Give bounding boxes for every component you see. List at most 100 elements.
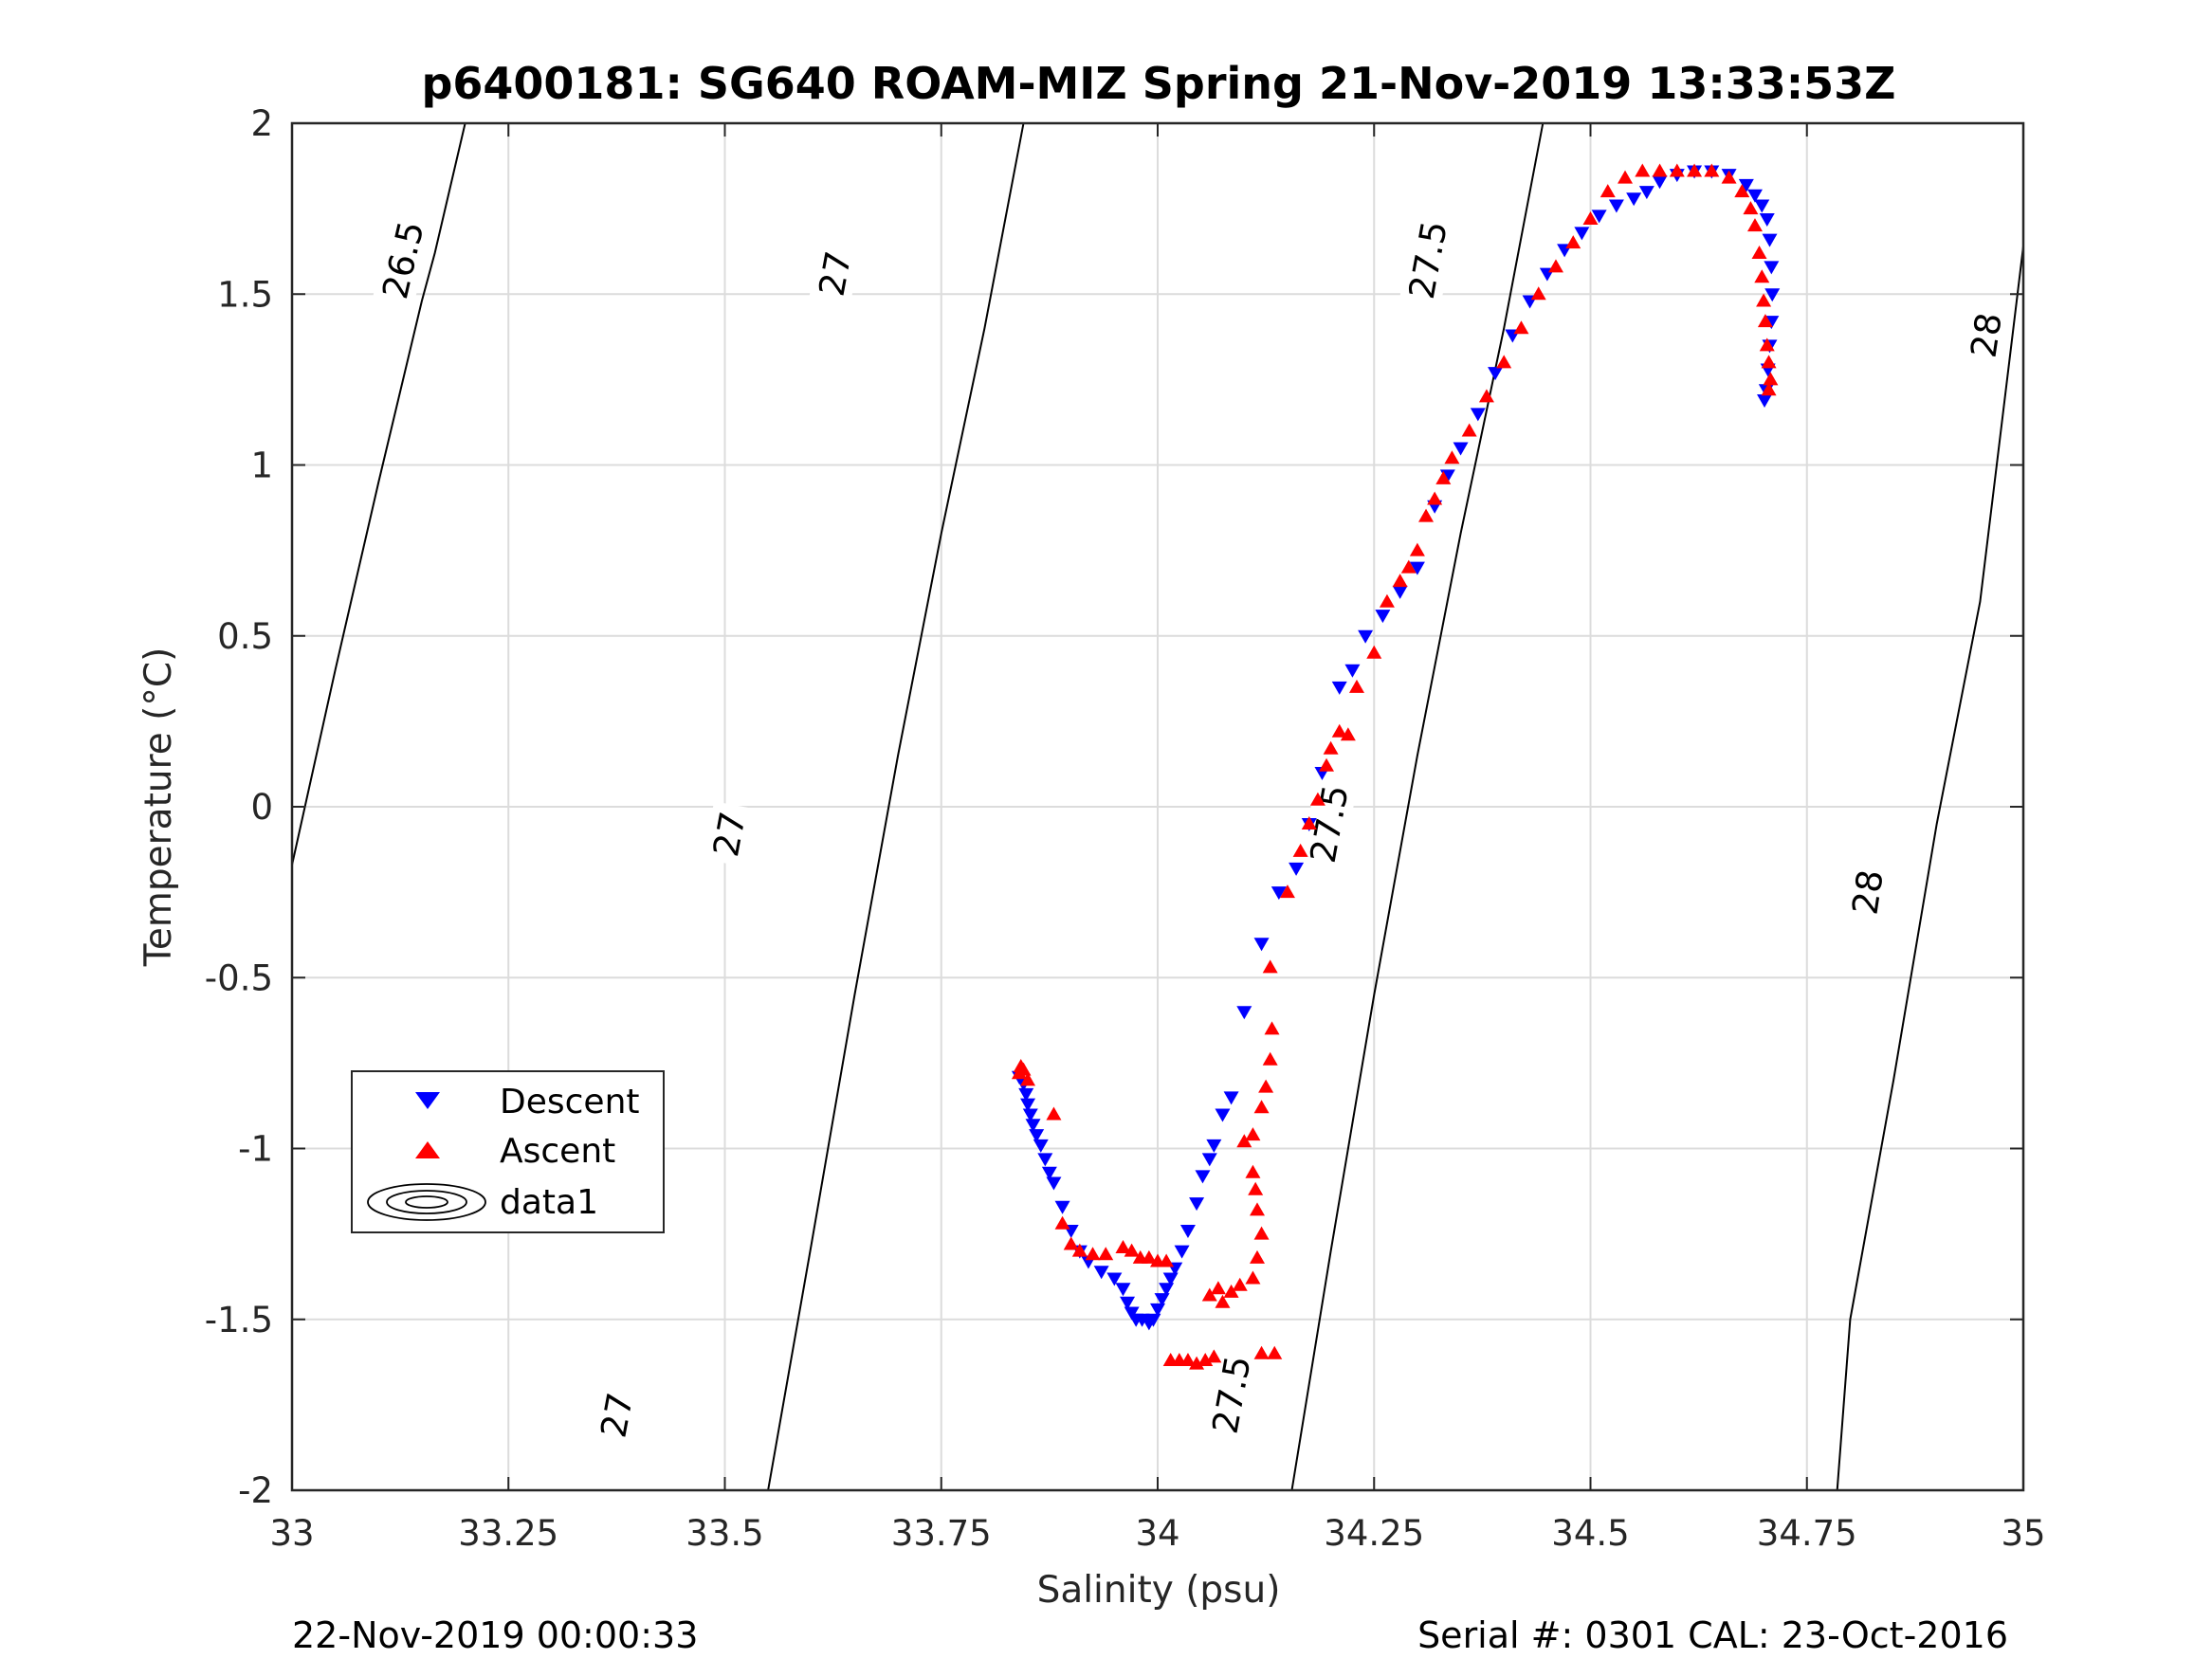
ascent-point: [1348, 679, 1364, 693]
descent-point: [1626, 192, 1642, 207]
descent-point: [1488, 367, 1504, 381]
descent-point: [1054, 1200, 1070, 1214]
contour-label-background: [591, 1382, 643, 1449]
ascent-point: [1759, 337, 1775, 352]
ascent-point: [1071, 1243, 1088, 1257]
descent-point: [1046, 1176, 1062, 1191]
series-ascent: [1011, 163, 1779, 1370]
descent-point: [1574, 227, 1590, 241]
ascent-point: [1669, 163, 1685, 177]
y-tick-label: -2: [238, 1470, 273, 1511]
contour-label-text: 27: [705, 809, 754, 860]
ascent-point: [1392, 574, 1408, 588]
y-axis-label: Temperature (°C): [137, 647, 180, 968]
ascent-point: [1124, 1243, 1140, 1257]
contour-label-background: [1842, 860, 1893, 925]
ascent-point: [1249, 1202, 1265, 1216]
ascent-point: [1248, 1181, 1264, 1195]
x-tick-label: 35: [2001, 1513, 2045, 1554]
descent-point: [1392, 585, 1408, 599]
ascent-point: [1197, 1353, 1214, 1367]
y-tick-label: -0.5: [205, 957, 273, 998]
x-tick-label: 34.75: [1757, 1513, 1857, 1554]
ascent-point: [1258, 1079, 1274, 1093]
ascent-point: [1618, 170, 1634, 184]
ascent-point: [1687, 163, 1703, 177]
ascent-point: [1513, 320, 1529, 335]
descent-point: [1757, 394, 1773, 409]
ascent-point: [1279, 884, 1295, 899]
ascent-point: [1340, 727, 1356, 741]
legend-descent-marker: [415, 1092, 440, 1109]
legend: Descent Ascent data1: [351, 1070, 665, 1233]
ascent-point: [1751, 245, 1767, 259]
contour-label-text: 27: [812, 248, 860, 300]
x-tick-label: 33.75: [891, 1513, 992, 1554]
ascent-point: [1206, 1349, 1222, 1363]
ascent-point: [1098, 1247, 1114, 1261]
y-tick-label: -1.5: [205, 1300, 273, 1340]
x-tick-label: 34.25: [1324, 1513, 1424, 1554]
descent-point: [1206, 1139, 1222, 1153]
ascent-point: [1223, 1284, 1239, 1298]
descent-point: [1037, 1153, 1053, 1167]
ascent-point: [1743, 201, 1759, 215]
y-tick-label: 0.5: [217, 616, 273, 657]
contour-label-background: [1299, 768, 1360, 880]
y-tick-label: 2: [250, 103, 273, 144]
footer-serial-cal: Serial #: 0301 CAL: 23-Oct-2016: [1417, 1614, 2008, 1656]
ascent-point: [1301, 816, 1317, 830]
ascent-point: [1141, 1249, 1157, 1264]
contour-line-27: [767, 122, 1025, 1491]
contour-line-27.5: [1290, 122, 1545, 1491]
ascent-point: [1704, 163, 1720, 177]
ascent-point: [1232, 1277, 1248, 1291]
descent-point: [1020, 1098, 1036, 1112]
ascent-point: [1115, 1240, 1131, 1254]
ascent-point: [1366, 645, 1382, 659]
contour-label-background: [809, 241, 861, 307]
contour-label-28: 28: [1842, 860, 1893, 925]
ascent-point: [1215, 1294, 1231, 1308]
contour-label-28: 28: [1961, 302, 2012, 368]
descent-point: [1154, 1293, 1170, 1307]
ascent-point: [1746, 218, 1763, 232]
contour-label-background: [703, 801, 756, 867]
ascent-point: [1763, 372, 1779, 386]
x-axis-label: Salinity (psu): [1037, 1569, 1281, 1612]
contour-label-27: 27: [591, 1382, 643, 1449]
contour-label-background: [1398, 205, 1458, 316]
descent-point: [1189, 1197, 1205, 1212]
contour-label-27: 27: [809, 241, 861, 307]
descent-point: [1236, 1006, 1252, 1020]
descent-point: [1174, 1245, 1190, 1259]
descent-point: [1150, 1303, 1165, 1317]
descent-point: [1738, 178, 1754, 192]
ascent-point: [1754, 269, 1770, 283]
ascent-point: [1761, 382, 1777, 396]
x-tick-label: 34.5: [1551, 1513, 1629, 1554]
descent-point: [1029, 1129, 1045, 1143]
ascent-point: [1159, 1253, 1175, 1267]
legend-box: [351, 1070, 665, 1233]
ascent-point: [1323, 740, 1339, 755]
ascent-point: [1427, 491, 1443, 505]
ascent-point: [1721, 170, 1737, 184]
ascent-point: [1267, 1345, 1283, 1359]
y-tick-label: -1: [238, 1129, 273, 1170]
axis-ticks: 33 33.25 33.5 33.75 34 34.25 34.5 34.75 35 2 1.5 1 0…: [205, 103, 2046, 1554]
descent-point: [1120, 1296, 1136, 1310]
contour-label-text: 28: [1844, 867, 1891, 918]
descent-point: [1358, 629, 1374, 644]
descent-point: [1022, 1108, 1038, 1122]
y-tick-label: 1.5: [217, 274, 273, 315]
ascent-point: [1761, 355, 1777, 369]
ascent-point: [1085, 1247, 1101, 1261]
x-tick-label: 33.25: [458, 1513, 558, 1554]
descent-point: [1453, 442, 1469, 456]
descent-point: [1025, 1119, 1041, 1133]
ascent-point: [1652, 163, 1668, 177]
